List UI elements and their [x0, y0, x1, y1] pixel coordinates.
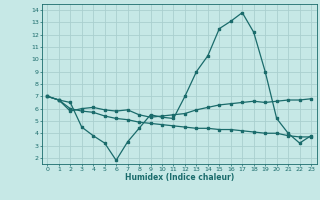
X-axis label: Humidex (Indice chaleur): Humidex (Indice chaleur) — [124, 173, 234, 182]
